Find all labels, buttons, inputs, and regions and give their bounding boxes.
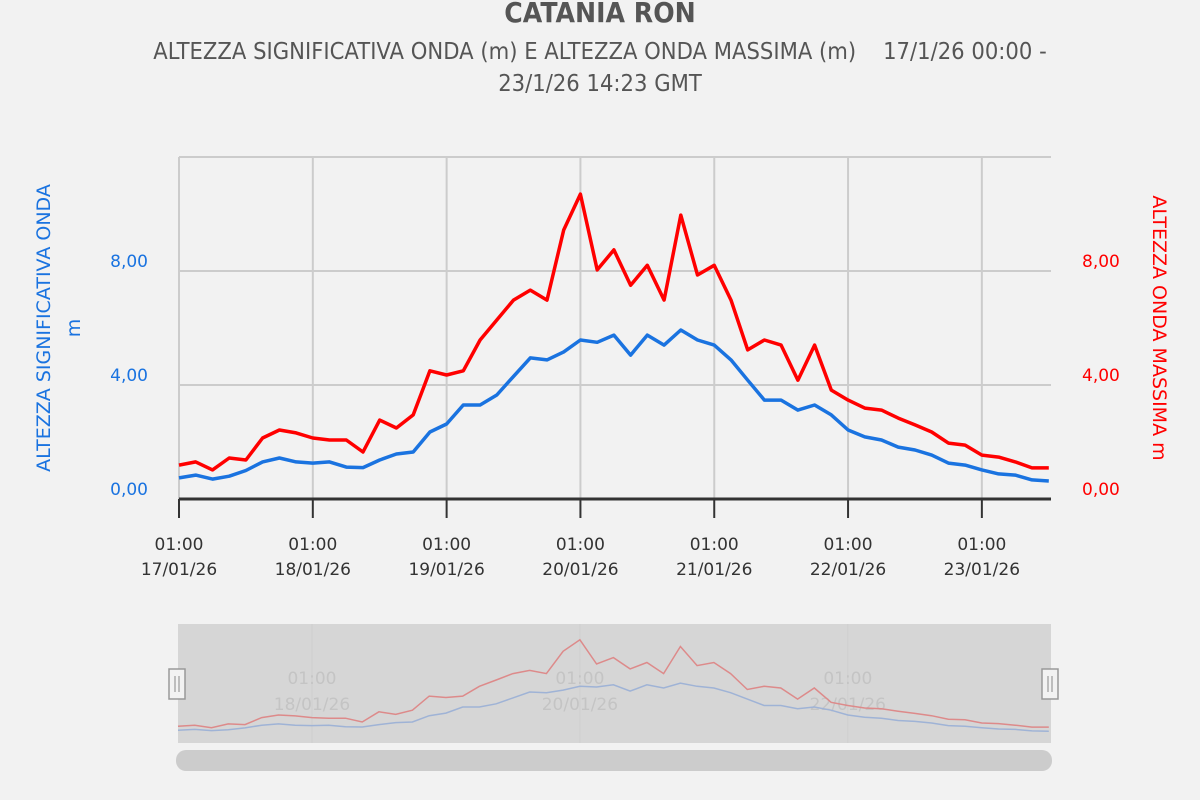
x-tick-date: 19/01/26 — [408, 560, 484, 580]
navigator-scrollbar[interactable] — [176, 750, 1052, 771]
left-axis-unit: m — [63, 319, 85, 338]
x-tick-time: 01:00 — [824, 535, 873, 555]
navigator-series-line — [177, 682, 1049, 733]
navigator-label-time: 01:00 — [823, 669, 872, 689]
navigator-background — [178, 624, 1051, 743]
y-right-tick: 0,00 — [1082, 480, 1120, 500]
navigator-series-line — [177, 638, 1049, 729]
chart-title: CATANIA RON — [504, 0, 696, 29]
axes: 01:00 17/01/26 01:00 18/01/26 01:00 19/01/26 0… — [110, 252, 1120, 580]
x-tick-date: 21/01/26 — [676, 560, 752, 580]
grid — [178, 156, 1051, 499]
right-axis-title: ALTEZZA ONDA MASSIMA m — [1148, 195, 1170, 460]
navigator-handle-right[interactable] — [1041, 668, 1059, 700]
navigator-label-time: 01:00 — [555, 669, 604, 689]
navigator-label-time: 01:00 — [287, 669, 336, 689]
y-left-tick: 0,00 — [110, 480, 148, 500]
navigator-label-date: 20/01/26 — [542, 695, 618, 715]
x-tick-date: 20/01/26 — [542, 560, 618, 580]
x-tick-time: 01:00 — [422, 535, 471, 555]
series-lines — [178, 192, 1049, 483]
x-tick-time: 01:00 — [690, 535, 739, 555]
x-tick-date: 23/01/26 — [944, 560, 1020, 580]
subtitle-line-2: 23/1/26 14:23 GMT — [498, 71, 702, 97]
handle-box — [1041, 668, 1059, 700]
x-tick-time: 01:00 — [288, 535, 337, 555]
x-tick-time: 01:00 — [556, 535, 605, 555]
y-left-tick: 8,00 — [110, 252, 148, 272]
y-right-tick: 4,00 — [1082, 366, 1120, 386]
handle-box — [168, 668, 186, 700]
x-tick-date: 22/01/26 — [810, 560, 886, 580]
x-tick-date: 18/01/26 — [275, 560, 351, 580]
series-line-max-height — [178, 192, 1049, 472]
subtitle-line-1: ALTEZZA SIGNIFICATIVA ONDA (m) E ALTEZZA… — [153, 39, 1047, 65]
y-right-tick: 8,00 — [1082, 252, 1120, 272]
navigator-handle-left[interactable] — [168, 668, 186, 700]
navigator-label-date: 18/01/26 — [274, 695, 350, 715]
chart-subtitle: ALTEZZA SIGNIFICATIVA ONDA (m) E ALTEZZA… — [48, 36, 1152, 100]
x-tick-time: 01:00 — [957, 535, 1006, 555]
x-tick-time: 01:00 — [155, 535, 204, 555]
x-tick-date: 17/01/26 — [141, 560, 217, 580]
left-axis-title: ALTEZZA SIGNIFICATIVA ONDA — [33, 184, 55, 472]
y-left-tick: 4,00 — [110, 366, 148, 386]
series-line-significant-height — [178, 328, 1049, 483]
